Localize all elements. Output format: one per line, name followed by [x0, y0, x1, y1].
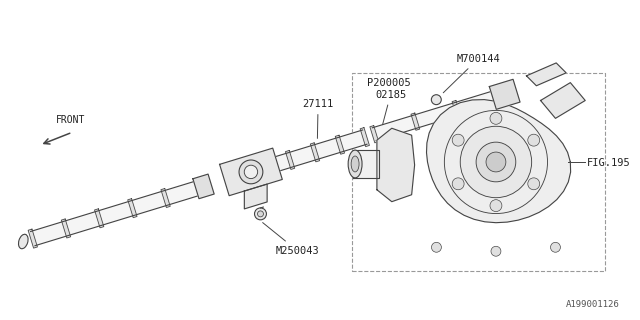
- Circle shape: [452, 178, 464, 190]
- Polygon shape: [493, 88, 502, 105]
- Circle shape: [490, 112, 502, 124]
- Circle shape: [528, 178, 540, 190]
- Circle shape: [486, 152, 506, 172]
- Polygon shape: [335, 135, 344, 154]
- Polygon shape: [372, 90, 500, 140]
- Polygon shape: [360, 128, 369, 147]
- Circle shape: [239, 160, 263, 184]
- Text: 27111: 27111: [303, 99, 333, 139]
- Polygon shape: [527, 63, 566, 86]
- Polygon shape: [426, 100, 571, 223]
- Circle shape: [550, 242, 561, 252]
- Polygon shape: [370, 126, 379, 143]
- Ellipse shape: [19, 234, 28, 249]
- Polygon shape: [411, 113, 420, 130]
- Ellipse shape: [351, 156, 359, 172]
- Polygon shape: [260, 158, 270, 177]
- Circle shape: [460, 126, 532, 198]
- Polygon shape: [31, 181, 201, 246]
- Text: FRONT: FRONT: [56, 115, 85, 125]
- Polygon shape: [541, 83, 585, 118]
- Circle shape: [431, 242, 442, 252]
- Polygon shape: [263, 130, 367, 175]
- Polygon shape: [128, 199, 137, 218]
- Circle shape: [452, 134, 464, 146]
- Polygon shape: [377, 128, 415, 202]
- Circle shape: [431, 95, 441, 105]
- Polygon shape: [61, 219, 70, 238]
- Polygon shape: [28, 229, 37, 248]
- Circle shape: [491, 246, 501, 256]
- Polygon shape: [310, 143, 319, 162]
- Polygon shape: [452, 100, 461, 118]
- Circle shape: [490, 200, 502, 212]
- Polygon shape: [490, 79, 520, 109]
- Polygon shape: [220, 148, 282, 196]
- Text: M250043: M250043: [262, 223, 319, 256]
- Circle shape: [255, 208, 266, 220]
- Circle shape: [244, 165, 258, 179]
- Text: P200005: P200005: [367, 78, 411, 88]
- Polygon shape: [353, 150, 379, 178]
- Polygon shape: [285, 150, 294, 169]
- Ellipse shape: [348, 150, 362, 178]
- Text: 02185: 02185: [375, 90, 406, 124]
- Circle shape: [528, 134, 540, 146]
- Text: FIG.195: FIG.195: [587, 158, 631, 168]
- Circle shape: [476, 142, 516, 182]
- Text: M700144: M700144: [444, 54, 500, 93]
- Polygon shape: [161, 188, 170, 207]
- Text: A199001126: A199001126: [566, 300, 620, 309]
- Polygon shape: [194, 178, 204, 197]
- Polygon shape: [95, 209, 104, 228]
- Circle shape: [257, 211, 264, 217]
- Polygon shape: [193, 174, 214, 199]
- Polygon shape: [244, 184, 267, 209]
